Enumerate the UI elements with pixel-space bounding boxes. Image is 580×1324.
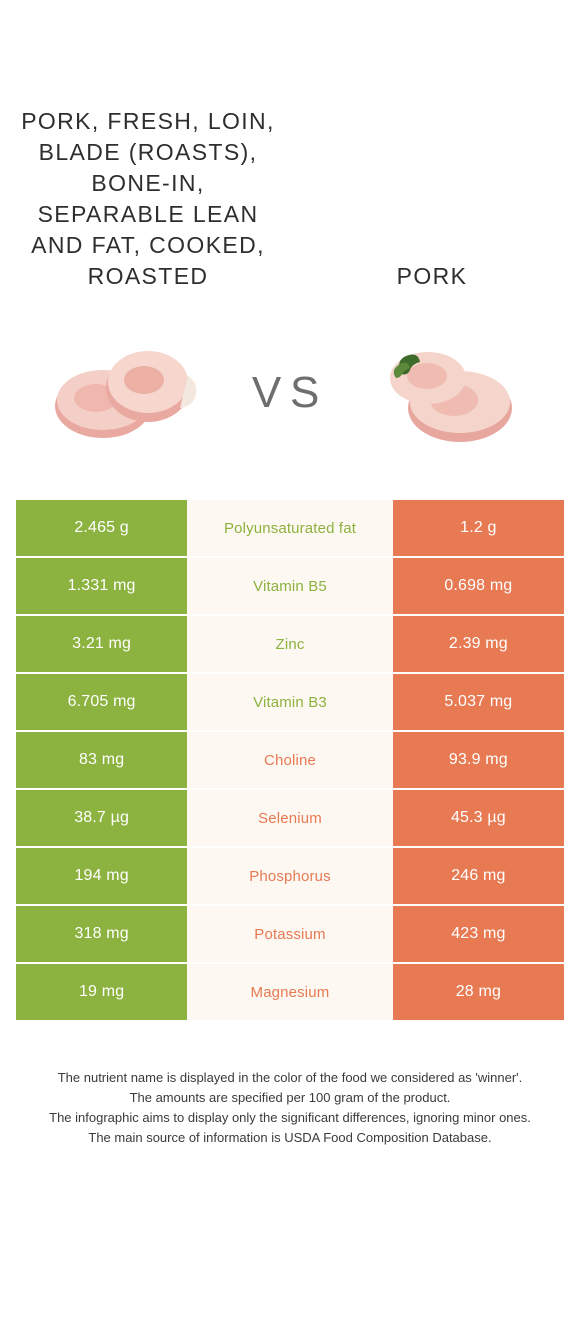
footer-line: The amounts are specified per 100 gram o… xyxy=(28,1088,552,1108)
table-row: 1.331 mgVitamin B50.698 mg xyxy=(16,558,564,614)
table-row: 83 mgCholine93.9 mg xyxy=(16,732,564,788)
nutrient-label: Potassium xyxy=(187,906,393,962)
pork-loin-icon xyxy=(372,328,532,458)
table-row: 38.7 µgSelenium45.3 µg xyxy=(16,790,564,846)
nutrient-table: 2.465 gPolyunsaturated fat1.2 g1.331 mgV… xyxy=(16,500,564,1020)
value-right: 93.9 mg xyxy=(393,732,564,788)
value-left: 38.7 µg xyxy=(16,790,187,846)
pork-chop-icon xyxy=(48,328,208,458)
nutrient-label: Choline xyxy=(187,732,393,788)
nutrient-label: Phosphorus xyxy=(187,848,393,904)
value-left: 19 mg xyxy=(16,964,187,1020)
footer-notes: The nutrient name is displayed in the co… xyxy=(16,1068,564,1189)
value-right: 28 mg xyxy=(393,964,564,1020)
nutrient-label: Zinc xyxy=(187,616,393,672)
table-row: 2.465 gPolyunsaturated fat1.2 g xyxy=(16,500,564,556)
value-left: 1.331 mg xyxy=(16,558,187,614)
value-left: 318 mg xyxy=(16,906,187,962)
table-row: 3.21 mgZinc2.39 mg xyxy=(16,616,564,672)
vs-label: VS xyxy=(252,368,328,418)
value-right: 1.2 g xyxy=(393,500,564,556)
value-left: 83 mg xyxy=(16,732,187,788)
table-row: 19 mgMagnesium28 mg xyxy=(16,964,564,1020)
value-left: 2.465 g xyxy=(16,500,187,556)
value-right: 5.037 mg xyxy=(393,674,564,730)
value-left: 3.21 mg xyxy=(16,616,187,672)
footer-line: The nutrient name is displayed in the co… xyxy=(28,1068,552,1088)
value-right: 423 mg xyxy=(393,906,564,962)
value-right: 2.39 mg xyxy=(393,616,564,672)
food-image-left xyxy=(16,328,240,458)
food-title-right: PORK xyxy=(300,261,564,292)
nutrient-label: Selenium xyxy=(187,790,393,846)
table-row: 318 mgPotassium423 mg xyxy=(16,906,564,962)
table-row: 194 mgPhosphorus246 mg xyxy=(16,848,564,904)
nutrient-label: Magnesium xyxy=(187,964,393,1020)
table-row: 6.705 mgVitamin B35.037 mg xyxy=(16,674,564,730)
value-right: 45.3 µg xyxy=(393,790,564,846)
value-left: 6.705 mg xyxy=(16,674,187,730)
title-right: PORK xyxy=(300,261,564,292)
nutrient-label: Polyunsaturated fat xyxy=(187,500,393,556)
value-left: 194 mg xyxy=(16,848,187,904)
nutrient-label: Vitamin B5 xyxy=(187,558,393,614)
food-title-left: PORK, FRESH, LOIN, BLADE (ROASTS), BONE-… xyxy=(16,106,280,292)
food-image-right xyxy=(340,328,564,458)
value-right: 0.698 mg xyxy=(393,558,564,614)
nutrient-label: Vitamin B3 xyxy=(187,674,393,730)
value-right: 246 mg xyxy=(393,848,564,904)
footer-line: The infographic aims to display only the… xyxy=(28,1108,552,1128)
title-left: PORK, FRESH, LOIN, BLADE (ROASTS), BONE-… xyxy=(16,106,280,292)
footer-line: The main source of information is USDA F… xyxy=(28,1128,552,1148)
